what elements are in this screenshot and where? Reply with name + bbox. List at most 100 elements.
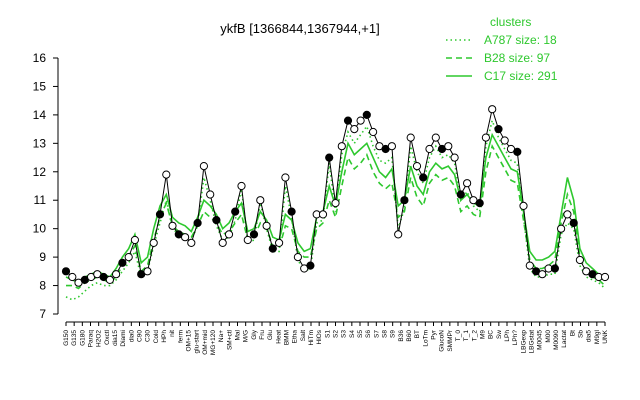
x-tick-label: HiTm <box>308 330 315 346</box>
x-tick-label: Diami <box>120 330 127 347</box>
data-point <box>425 144 434 154</box>
y-tick-label: 7 <box>39 307 46 321</box>
data-point <box>500 136 509 145</box>
data-point <box>331 199 340 208</box>
data-point <box>112 270 121 279</box>
data-point <box>249 230 259 239</box>
legend-title: clusters <box>490 15 531 29</box>
data-point <box>130 235 139 245</box>
x-tick-label: MG+120 <box>210 330 217 355</box>
y-tick-label: 11 <box>34 193 47 207</box>
x-tick-label: S1 <box>324 330 331 338</box>
data-point <box>369 127 378 137</box>
x-tick-label: Bt <box>569 330 576 336</box>
x-tick-label: Cold <box>153 330 160 344</box>
x-tick-label: G180 <box>79 330 86 346</box>
x-axis: G150 G135 G180 Paraq H2O2 Oxctl dia15 Diami dia0… <box>63 321 609 355</box>
x-tick-label: UNK <box>602 329 609 343</box>
x-tick-label: OM+mid <box>202 330 209 355</box>
x-tick-label: Pyr <box>431 329 438 340</box>
data-point <box>350 125 359 134</box>
x-tick-label: H2O2 <box>96 330 103 347</box>
x-tick-label: M00 <box>545 330 552 343</box>
x-tick-label: B60 <box>406 330 413 342</box>
legend-entry-label: B28 size: 97 <box>484 51 550 65</box>
x-tick-label: dia0 <box>128 330 135 343</box>
x-tick-label: Mal <box>235 329 242 340</box>
x-tick-label: GlucoN <box>439 330 446 352</box>
data-point <box>387 142 396 151</box>
chart-title: ykfB [1366844,1367944,+1] <box>220 21 379 36</box>
x-tick-label: LPh <box>504 330 511 342</box>
x-tick-label: M0045 <box>537 330 544 350</box>
x-tick-label: T_2 <box>471 330 478 342</box>
x-tick-label: OM+15 <box>186 330 193 352</box>
data-point <box>538 270 547 279</box>
data-point <box>124 253 133 262</box>
x-tick-label: LPh? <box>512 330 519 346</box>
x-tick-label: S9 <box>390 330 397 338</box>
y-tick-label: 13 <box>33 136 47 150</box>
data-point <box>281 173 290 182</box>
series-line-a787 <box>65 117 606 301</box>
x-tick-label: Sw <box>496 330 503 339</box>
data-point <box>155 210 165 219</box>
legend: clusters A787 size: 18 B28 size: 97 C17 si… <box>446 15 558 83</box>
data-point <box>557 224 566 233</box>
data-point <box>400 196 409 205</box>
x-tick-label: SMMPr <box>447 329 454 352</box>
data-point <box>118 258 127 267</box>
data-point <box>162 170 171 179</box>
data-point <box>475 199 484 208</box>
x-tick-label: M9gl <box>594 329 601 344</box>
data-point <box>68 272 77 282</box>
x-tick-label: Na+ <box>218 330 225 342</box>
x-tick-label: S7 <box>373 330 380 338</box>
data-point <box>218 238 227 247</box>
data-point <box>550 264 560 273</box>
x-tick-label: LBGstat <box>529 330 536 354</box>
data-point <box>199 162 208 171</box>
data-point <box>525 261 534 270</box>
data-point <box>168 221 177 230</box>
x-tick-label: G135 <box>71 330 78 346</box>
x-tick-label: dia5 <box>586 330 593 343</box>
x-tick-label: M0090 <box>553 330 560 350</box>
data-point <box>431 133 440 142</box>
x-tick-label: S6 <box>365 330 372 338</box>
data-point <box>463 179 472 188</box>
data-point <box>519 201 528 210</box>
data-point <box>105 275 115 284</box>
legend-entry-label: C17 size: 291 <box>484 69 558 83</box>
data-point <box>256 196 265 205</box>
data-point <box>600 272 610 282</box>
data-point <box>406 133 415 142</box>
data-point <box>306 261 315 270</box>
data-point <box>337 142 346 151</box>
x-tick-label: dia15 <box>112 330 119 346</box>
data-point <box>243 235 252 245</box>
data-point <box>193 218 202 228</box>
y-tick-label: 12 <box>33 165 47 179</box>
x-tick-label: T_0 <box>455 330 462 342</box>
x-tick-label: S2 <box>333 330 340 338</box>
x-tick-label: M/G <box>243 330 250 342</box>
y-axis: 7 8 9 10 11 12 13 14 15 16 <box>33 51 58 321</box>
data-point <box>494 125 503 134</box>
data-point <box>275 238 284 247</box>
data-point <box>325 153 334 162</box>
data-point <box>262 221 271 230</box>
x-tick-label: BT <box>414 330 421 338</box>
data-point <box>343 116 353 125</box>
x-tick-label: C90 <box>137 330 144 342</box>
data-point <box>149 238 158 247</box>
legend-entry-label: A787 size: 18 <box>484 33 557 47</box>
data-point <box>61 267 71 276</box>
data-point <box>569 218 578 228</box>
x-tick-label: T_1 <box>463 330 470 342</box>
y-tick-label: 15 <box>33 79 47 93</box>
data-point <box>412 162 422 171</box>
x-tick-label: M9 <box>480 330 487 339</box>
data-point <box>419 173 428 182</box>
x-tick-label: nit <box>169 330 176 337</box>
